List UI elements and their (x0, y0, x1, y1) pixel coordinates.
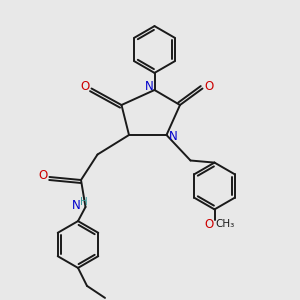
Text: O: O (80, 80, 89, 93)
Text: O: O (205, 218, 214, 231)
Text: O: O (205, 80, 214, 93)
Text: N: N (145, 80, 154, 93)
Text: N: N (169, 130, 178, 143)
Text: N: N (71, 199, 80, 212)
Text: O: O (38, 169, 47, 182)
Text: H: H (80, 197, 88, 207)
Text: CH₃: CH₃ (215, 219, 235, 230)
